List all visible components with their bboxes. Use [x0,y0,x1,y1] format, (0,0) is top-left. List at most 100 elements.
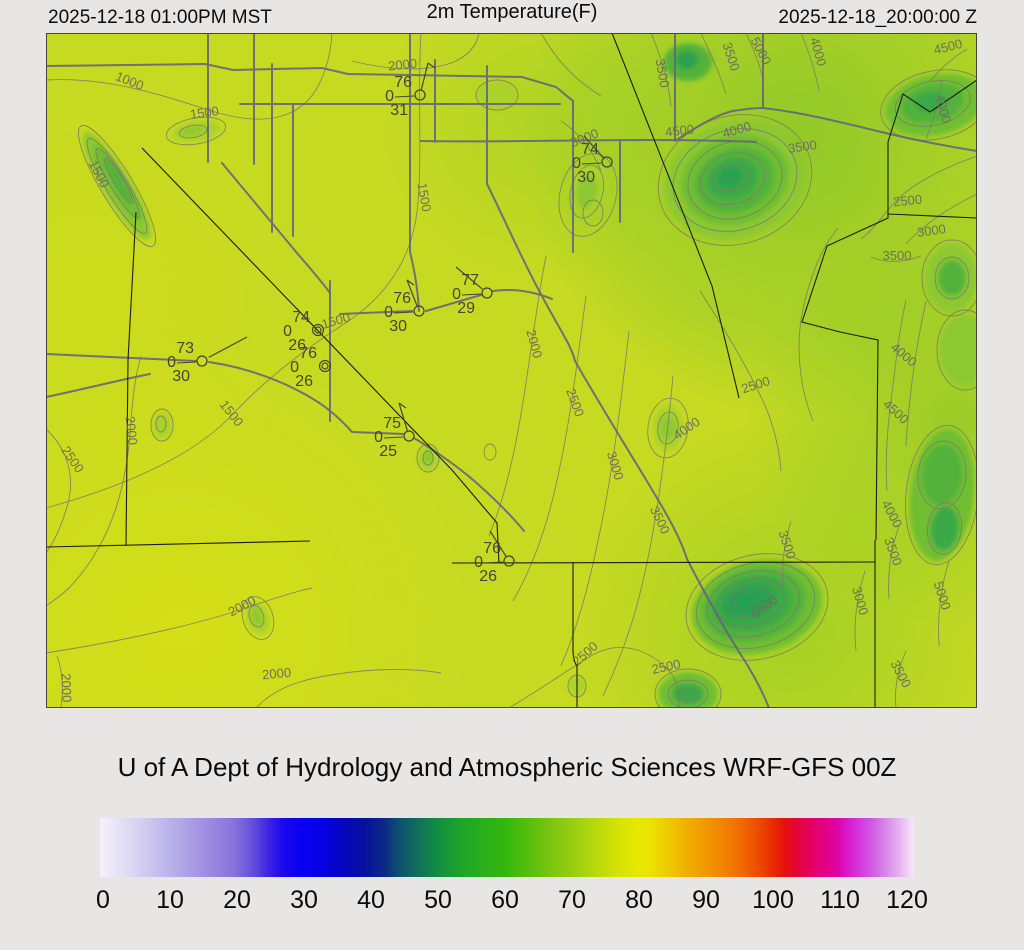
station-indicator: 0 [572,155,581,172]
station-dewpoint: 30 [577,169,595,186]
station-plots: 7603174030770297603073030740267602675025… [167,62,613,585]
colorbar-tick-label: 30 [290,886,318,914]
valid-time-utc: 2025-12-18_20:00:00 Z [778,7,977,28]
station-temperature: 74 [581,141,599,158]
temperature-map-canvas: 1000150015002000150030001500150020002500… [46,33,977,708]
wind-barb-shaft [489,530,507,557]
station-circle [413,305,425,317]
terrain-shading [46,33,977,708]
colorbar-tick-label: 80 [625,886,653,914]
contour-elevation-label: 4000 [933,93,955,125]
station-temperature: 76 [483,540,501,557]
station-circle [414,89,426,101]
colorbar [100,818,914,877]
station-tail [394,95,415,98]
station-tail [461,293,482,296]
colorbar-tick-label: 60 [491,886,519,914]
station-indicator: 0 [167,354,176,371]
contour-elevation-label: 2000 [123,415,141,445]
station-circle [196,355,208,367]
station-dewpoint: 30 [389,318,407,335]
contour-elevation-label: 4500 [664,122,694,140]
colorbar-tick-label: 110 [820,886,860,914]
station-dewpoint: 26 [479,568,497,585]
colorbar-tick-labels: 0 10 20 30 40 50 60 70 80 90 100 110 120 [96,886,928,916]
station-dewpoint: 30 [172,368,190,385]
wind-barb-shaft [406,279,418,307]
station-dewpoint: 26 [295,373,313,390]
wind-barb-shaft [208,336,248,358]
station-indicator: 0 [283,323,292,340]
station-indicator: 0 [452,286,461,303]
station-tail [393,311,414,314]
contour-elevation-label: 4500 [932,36,964,58]
wind-barb-shaft [455,266,483,290]
plot-title: 2m Temperature(F) [426,1,598,23]
colorbar-tick-label: 120 [886,886,928,914]
wind-barb-flag [398,402,407,409]
station-temperature: 76 [299,345,317,362]
wind-barb-flag [406,279,415,286]
contour-lines [46,33,977,708]
colorbar-tick-label: 50 [424,886,452,914]
contour-elevation-label: 1500 [189,103,220,122]
station-circle [601,156,613,168]
station-temperature: 75 [383,415,401,432]
station-tail [581,162,602,165]
station-circle [318,359,332,373]
wind-barb-flag [427,62,436,69]
mountain-blobs [82,43,977,708]
station-temperature: 73 [176,340,194,357]
station-dewpoint: 25 [379,443,397,460]
station-calm-circle [321,362,329,370]
colorbar-tick-label: 0 [96,886,110,914]
contour-elevation-label: 1500 [415,182,435,213]
wind-barb-shaft [420,62,429,91]
station-temperature: 76 [393,290,411,307]
station-tail [176,361,197,364]
station-dewpoint: 26 [288,337,306,354]
valid-time-local: 2025-12-18 01:00PM MST [48,7,272,28]
colorbar-tick-label: 90 [692,886,720,914]
colorbar-tick-label: 70 [558,886,586,914]
station-dewpoint: 31 [390,102,408,119]
station-tail [383,436,404,439]
station-circle [503,555,515,567]
station-temperature: 74 [292,309,310,326]
station-temperature: 76 [394,74,412,91]
contour-elevation-label: 3500 [787,137,818,156]
colorbar-tick-label: 10 [156,886,184,914]
map-frame [46,33,977,708]
contour-elevation-label: 3500 [883,248,912,263]
roads [46,33,977,708]
station-circle [481,287,493,299]
contour-elevation-label: 2000 [58,673,74,702]
temperature-map: 1000 1500 1500 2000 1500 3000 1500 1500 2000 2500… [46,33,977,708]
station-indicator: 0 [384,304,393,321]
station-calm-circle [314,326,322,334]
colorbar-tick-label: 20 [223,886,251,914]
contour-elevation-label: 2000 [262,665,292,682]
contour-elevation-label: 2500 [650,656,681,677]
contour-elevation-label: 3500 [653,58,673,89]
wind-barb-shaft [398,402,409,432]
station-indicator: 0 [474,554,483,571]
station-circle [403,430,415,442]
station-indicator: 0 [290,359,299,376]
station-tail [483,561,504,564]
wind-barb-shaft [583,135,604,159]
colorbar-tick-label: 40 [357,886,385,914]
contour-elevation-label: 2500 [892,192,922,210]
station-dewpoint: 29 [457,300,475,317]
station-temperature: 77 [461,272,479,289]
contour-elevation-label: 2000 [523,328,545,360]
